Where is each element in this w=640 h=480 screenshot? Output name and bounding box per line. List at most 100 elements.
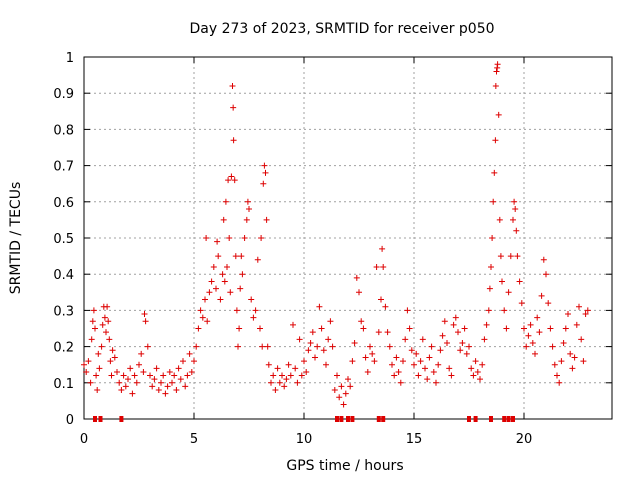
data-point [353, 274, 360, 281]
data-point [342, 390, 349, 397]
data-point [175, 365, 182, 372]
data-point [582, 311, 589, 318]
data-point [268, 379, 274, 386]
data-point [92, 325, 98, 332]
data-point [433, 379, 439, 386]
data-point [272, 387, 279, 394]
data-point [525, 332, 532, 339]
data-point [169, 379, 175, 386]
data-point [270, 372, 277, 379]
data-point [230, 137, 237, 144]
data-point [540, 256, 547, 263]
data-point [261, 162, 268, 169]
zero-marker [93, 416, 97, 422]
data-point [85, 358, 92, 365]
y-tick-label: 0.2 [53, 341, 74, 356]
data-point [424, 376, 431, 383]
data-point [477, 376, 483, 383]
data-point [263, 216, 270, 223]
data-point [329, 343, 336, 350]
data-point [362, 354, 369, 361]
data-point [307, 339, 314, 346]
data-point [514, 253, 521, 260]
data-point [485, 307, 492, 314]
data-point [468, 365, 475, 372]
data-point [488, 263, 494, 270]
data-point [349, 358, 356, 365]
data-point [444, 339, 450, 346]
data-point [569, 365, 576, 372]
data-point [182, 383, 189, 390]
y-tick-label: 0.3 [53, 304, 74, 319]
data-point [441, 318, 448, 325]
data-point [98, 343, 105, 350]
data-point [140, 368, 147, 375]
data-point [238, 253, 245, 260]
data-point [186, 350, 193, 357]
data-point [413, 350, 420, 357]
data-point [422, 365, 428, 372]
data-point [334, 372, 340, 379]
data-point [122, 383, 129, 390]
data-point [492, 82, 499, 89]
data-point [160, 372, 167, 379]
data-point [265, 361, 272, 368]
data-point [158, 379, 164, 386]
data-point [129, 390, 136, 397]
data-point [408, 347, 415, 354]
data-point [499, 278, 505, 285]
data-point [81, 361, 87, 368]
data-point [391, 372, 398, 379]
data-point [243, 216, 250, 223]
data-point [437, 347, 444, 354]
data-point [358, 318, 365, 325]
data-point [369, 350, 376, 357]
data-point [393, 354, 400, 361]
data-point [95, 350, 102, 357]
y-tick-label: 0.7 [53, 160, 74, 175]
axis-ticks [83, 56, 612, 420]
data-point [213, 285, 219, 292]
data-point [511, 198, 518, 205]
data-point [210, 263, 217, 270]
x-tick-label: 15 [406, 432, 423, 447]
data-point [554, 372, 560, 379]
data-point [228, 173, 235, 180]
data-point [567, 350, 574, 357]
data-point [99, 321, 106, 328]
data-point [204, 318, 211, 325]
data-point [479, 361, 486, 368]
data-point [276, 379, 283, 386]
data-point [111, 354, 118, 361]
data-point [340, 401, 347, 408]
data-point [104, 303, 111, 310]
data-point [305, 347, 312, 354]
x-tick-label: 5 [190, 432, 198, 447]
data-point [87, 379, 94, 386]
data-point [103, 329, 109, 336]
data-point [494, 61, 501, 68]
x-tick-label: 0 [80, 432, 88, 447]
zero-marker [339, 416, 344, 422]
data-point [327, 318, 334, 325]
data-point [486, 285, 493, 292]
data-point [527, 321, 534, 328]
data-point [101, 314, 108, 321]
data-point [452, 314, 459, 321]
data-point [96, 365, 103, 372]
zero-marker [376, 416, 381, 422]
data-point [395, 368, 402, 375]
data-point [523, 343, 530, 350]
data-point [215, 253, 222, 260]
data-point [258, 235, 265, 241]
data-point [505, 289, 512, 296]
data-point [252, 307, 259, 314]
grid [84, 57, 612, 419]
data-point [415, 372, 422, 379]
data-point [188, 368, 195, 375]
data-point [510, 216, 516, 223]
y-tick-label: 0.8 [53, 123, 74, 138]
data-point [380, 263, 387, 270]
data-point [316, 303, 323, 310]
data-point [562, 325, 569, 332]
